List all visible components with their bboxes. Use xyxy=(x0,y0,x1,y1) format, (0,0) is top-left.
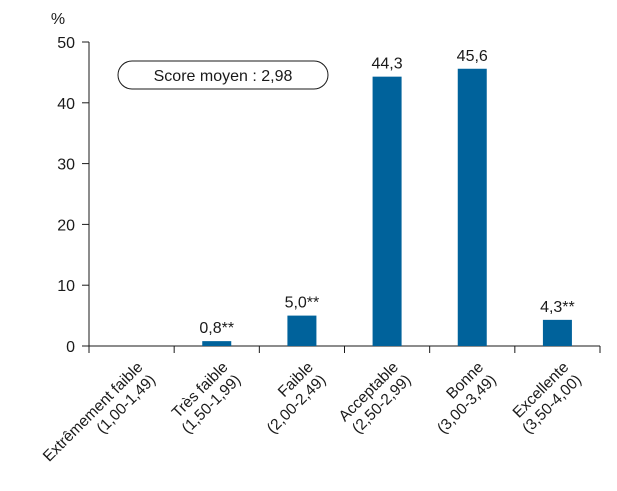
category-label: Bonne(3,00-3,49) xyxy=(421,359,499,437)
data-labels-group: 0,8** 5,0** 44,3 45,6 4,3** xyxy=(199,48,574,337)
score-annotation: Score moyen : 2,98 xyxy=(117,60,329,90)
y-tick-label: 10 xyxy=(57,278,75,295)
y-tick-label: 40 xyxy=(57,96,75,113)
y-tick-label: 0 xyxy=(66,339,75,356)
bar xyxy=(287,315,317,346)
category-label: Excellente(3,50-4,00) xyxy=(507,359,585,437)
y-tick-label: 20 xyxy=(57,217,75,234)
data-label: 5,0** xyxy=(285,295,320,312)
y-axis-unit-label: % xyxy=(51,11,65,28)
x-axis xyxy=(88,345,601,353)
category-label: Acceptable(2,50-2,99) xyxy=(336,359,415,438)
bar xyxy=(542,319,572,346)
score-annotation-box xyxy=(117,60,329,90)
data-label: 4,3** xyxy=(540,299,575,316)
bar xyxy=(457,68,487,346)
score-annotation-text: Score moyen : 2,98 xyxy=(154,68,293,85)
bar xyxy=(202,341,232,346)
category-label: Faible(2,00-2,49) xyxy=(251,359,329,437)
y-tick-label: 50 xyxy=(57,35,75,52)
data-label: 45,6 xyxy=(457,48,488,65)
y-axis: 0 10 20 30 40 50 xyxy=(57,35,90,356)
bar xyxy=(372,76,402,346)
category-label: Extrêmement faible(1,00-1,49) xyxy=(40,359,159,478)
y-tick-label: 30 xyxy=(57,157,75,174)
data-label: 0,8** xyxy=(199,320,234,337)
category-labels-group: Extrêmement faible(1,00-1,49) Très faible… xyxy=(40,359,585,478)
bars-group xyxy=(202,68,572,346)
category-label: Très faible(1,50-1,99) xyxy=(166,359,244,437)
data-label: 44,3 xyxy=(372,56,403,73)
